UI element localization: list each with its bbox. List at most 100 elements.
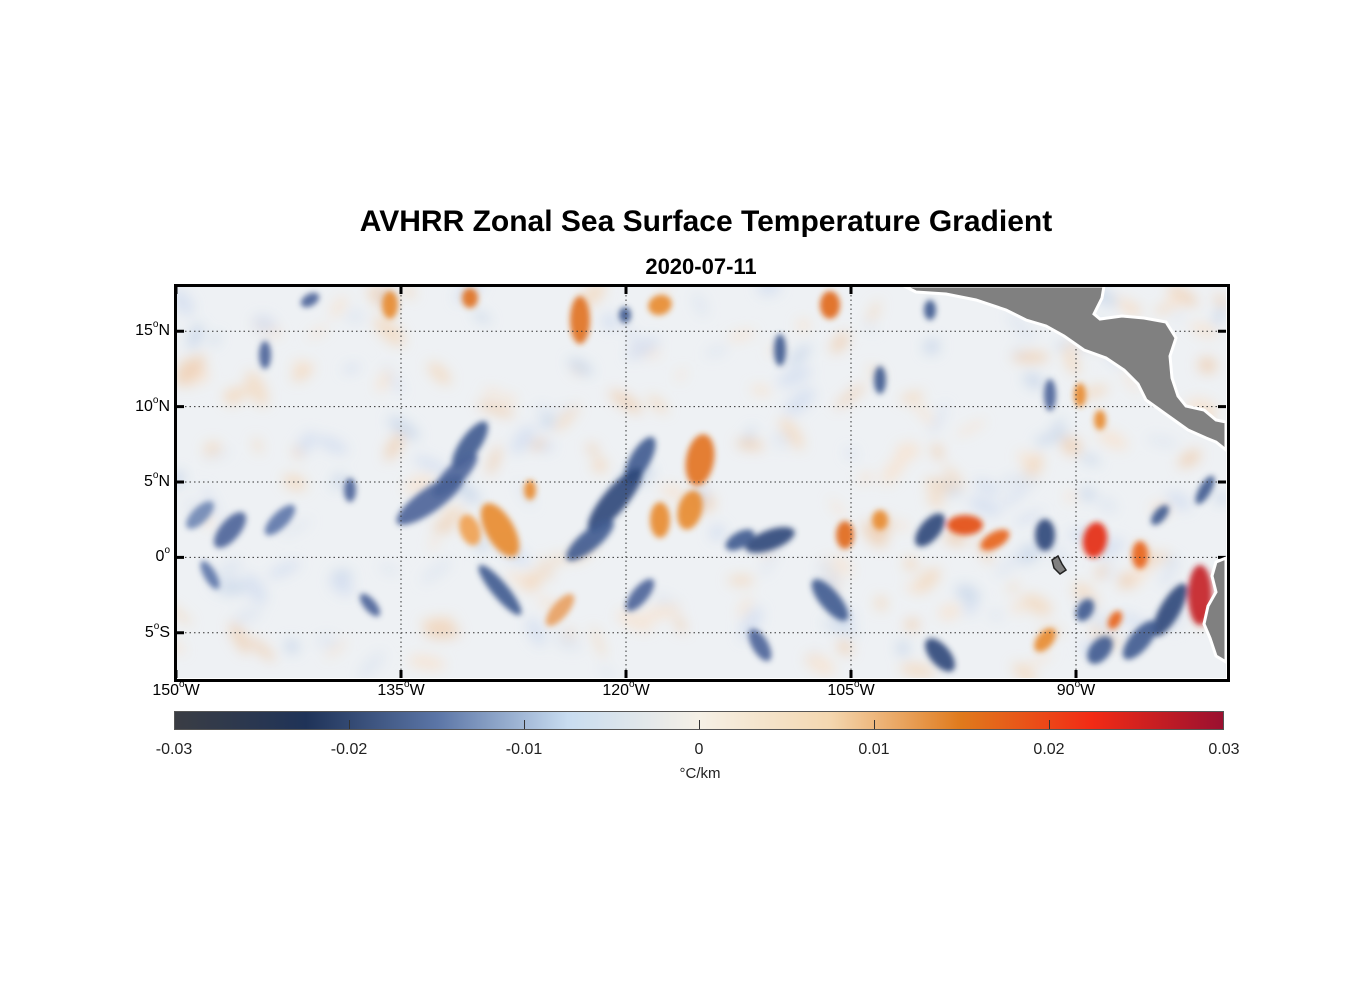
gradient-feature [1107,610,1123,630]
texture-blob [1097,496,1118,514]
gradient-feature [1152,583,1188,637]
map-canvas [176,286,1226,678]
texture-blob [316,634,340,649]
gradient-feature [1082,522,1108,558]
texture-blob [938,603,961,620]
texture-blob [540,412,556,430]
texture-blob [421,559,452,584]
gradient-feature [1122,620,1158,660]
texture-blob [835,383,867,409]
texture-blob [895,442,921,461]
texture-blob [374,316,405,347]
gradient-feature [524,480,536,500]
texture-blob [248,637,276,662]
map-title: AVHRR Zonal Sea Surface Temperature Grad… [359,205,1053,238]
texture-blob [1063,345,1080,376]
texture-blob [379,563,399,575]
texture-blob [1168,286,1198,307]
sst-gradient-map [176,286,1226,678]
texture-blob [1013,510,1044,526]
texture-blob [1213,304,1226,327]
texture-blob [988,610,1003,621]
texture-blob [592,457,608,474]
texture-blob [1015,543,1042,564]
gradient-feature [200,560,220,590]
texture-blob [384,432,405,461]
texture-blob [407,654,446,671]
texture-blob [642,604,681,621]
gradient-feature [359,593,381,617]
land-central-america-shape [903,286,1226,452]
texture-blob [1167,293,1184,310]
texture-blob [955,584,980,603]
texture-blob [1096,428,1128,450]
colorbar-tick-mark [1049,720,1050,729]
texture-blob [402,286,416,298]
texture-blob [540,556,553,581]
lon-tick-label: 135oW [377,679,425,699]
lat-tick-label: 15oN [135,319,170,340]
texture-blob [647,395,668,414]
texture-blob [777,366,812,387]
gradient-feature [745,527,795,553]
gradient-feature [382,291,398,319]
gradient-feature [1035,519,1055,551]
texture-blob [530,438,546,451]
texture-blob [829,498,846,519]
texture-blob [291,364,312,382]
texture-blob [833,553,853,577]
gradient-feature [545,593,575,627]
texture-blob [626,336,660,360]
texture-blob [1011,351,1050,364]
texture-blob [223,391,239,406]
texture-blob [727,329,756,342]
texture-blob [473,310,491,324]
texture-blob [927,492,944,508]
texture-blob [973,478,1001,496]
texture-blob [1165,491,1192,511]
texture-blob [903,556,918,572]
texture-blob [676,368,686,381]
texture-blob [675,616,686,633]
gradient-feature [874,366,886,394]
texture-blob [329,574,354,596]
gradient-feature [1074,383,1086,407]
lon-tick-label: 120oW [602,679,650,699]
texture-blob [896,520,909,532]
texture-blob [995,550,1025,578]
texture-blob [822,620,858,636]
texture-blob [253,437,262,454]
colorbar-tick-mark [349,720,350,729]
colorbar-tick-mark [874,720,875,729]
gradient-feature [566,519,614,561]
texture-blob [737,596,752,618]
texture-blob [483,388,504,398]
land-central-america [903,286,1226,452]
texture-blob [881,453,908,486]
gradient-feature [451,421,489,469]
texture-blob [284,638,300,654]
gradient-feature [811,579,849,621]
texture-blob [1017,450,1032,465]
lon-tick-label: 150oW [152,679,200,699]
texture-blob [325,639,347,658]
texture-blob [804,653,836,676]
texture-blob [413,455,450,475]
colorbar-tick-label: 0.02 [1033,741,1065,758]
colorbar-tick-mark [699,720,700,729]
texture-blob [976,537,993,564]
lon-tick-label: 105oW [827,679,875,699]
texture-blob [487,445,502,476]
gradient-feature [1195,475,1215,505]
texture-blob [1010,601,1025,614]
texture-blob [1047,542,1072,567]
texture-blob [1079,487,1096,501]
texture-blob [1197,356,1217,374]
gradient-feature [344,478,356,502]
texture-blob [1154,304,1173,314]
texture-blob [796,318,811,332]
gradient-feature [264,504,296,536]
gradient-feature [1151,505,1169,525]
texture-blob [203,450,232,460]
texture-blob [1012,662,1037,678]
